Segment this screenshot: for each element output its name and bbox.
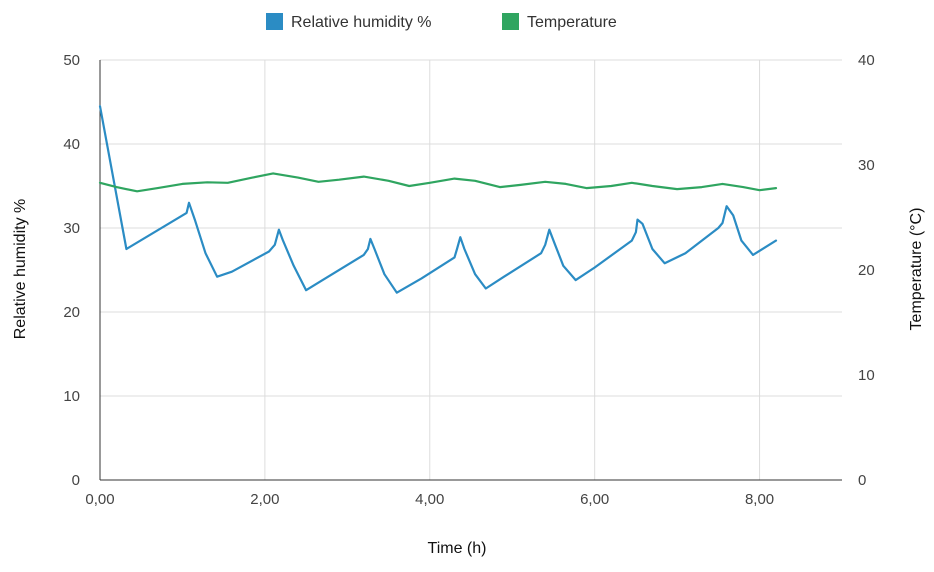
legend-swatch — [502, 13, 519, 30]
legend: Relative humidity % Temperature — [266, 13, 617, 31]
gridlines — [100, 59, 842, 480]
x-axis-title: Time (h) — [428, 540, 487, 557]
x-tick-label: 6,00 — [580, 491, 609, 508]
x-tick-label: 2,00 — [250, 491, 279, 508]
y2-tick-label: 10 — [858, 367, 875, 384]
y-tick-label: 10 — [63, 388, 80, 405]
y2-tick-label: 30 — [858, 157, 875, 174]
y2-tick-label: 0 — [858, 472, 866, 489]
axes — [99, 60, 842, 481]
series-line-temperature — [98, 172, 778, 193]
x-tick-label: 0,00 — [85, 491, 114, 508]
x-tick-label: 4,00 — [415, 491, 444, 508]
y2-tick-label: 40 — [858, 52, 875, 69]
legend-label: Relative humidity % — [291, 14, 432, 31]
y-tick-label: 30 — [63, 220, 80, 237]
y-tick-label: 20 — [63, 304, 80, 321]
y-axis-title: Relative humidity % — [12, 199, 29, 340]
legend-swatch — [266, 13, 283, 30]
y-tick-label: 40 — [63, 136, 80, 153]
x-tick-label: 8,00 — [745, 491, 774, 508]
series-line-relative-humidity — [98, 105, 778, 294]
y-tick-label: 50 — [63, 52, 80, 69]
legend-label: Temperature — [527, 14, 617, 31]
tick-labels: 0 10 20 30 40 50 0,00 2,00 4,00 6,00 8,00 0 10 20 30 40 — [63, 52, 874, 508]
y2-axis-title: Temperature (°C) — [908, 208, 925, 331]
y-tick-label: 0 — [72, 472, 80, 489]
y2-tick-label: 20 — [858, 262, 875, 279]
series-layer — [98, 105, 778, 294]
